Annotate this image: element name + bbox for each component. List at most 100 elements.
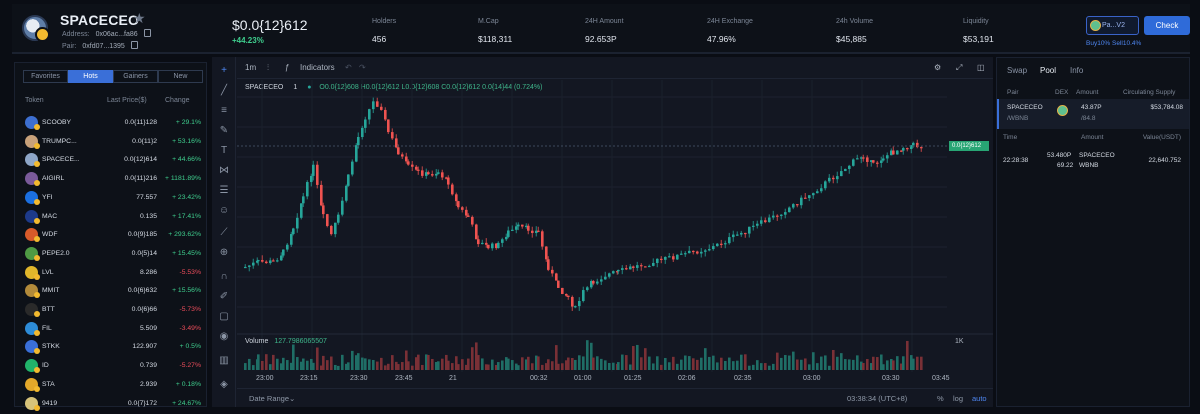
list-item[interactable]: AIGIRL 0.0{11}216 + 1181.89% [25, 170, 201, 188]
screenshot-icon[interactable]: ◫ [977, 63, 985, 72]
layers-icon[interactable]: ◈ [220, 379, 228, 390]
pool-supply: $53,784.08 [1150, 104, 1183, 111]
date-range-button[interactable]: Date Range [249, 394, 290, 403]
copy-pair-icon[interactable] [130, 41, 138, 49]
zoom-in-icon[interactable]: ⊕ [219, 247, 229, 258]
candle [565, 293, 568, 297]
volume-bar [310, 358, 313, 370]
volume-bar [760, 363, 763, 370]
candle [511, 225, 514, 232]
list-item[interactable]: YFI 77.557 + 23.42% [25, 189, 201, 207]
list-item[interactable]: PEPE2.0 0.0{5}14 + 15.45% [25, 245, 201, 263]
candle [756, 220, 759, 229]
tab-info[interactable]: Info [1070, 66, 1084, 75]
candle [744, 232, 747, 238]
list-item[interactable]: WDF 0.0{9}185 + 293.62% [25, 226, 201, 244]
list-item[interactable]: MAC 0.135 + 17.41% [25, 208, 201, 226]
pool-select-button[interactable]: Pa...V2 [1086, 16, 1139, 35]
list-item[interactable]: LVL 8.286 -5.53% [25, 264, 201, 282]
token-change: + 293.62% [168, 231, 201, 239]
candle [856, 154, 859, 160]
tab-pool[interactable]: Pool [1040, 66, 1057, 75]
brush-icon[interactable]: ✎ [219, 125, 229, 136]
token-price: 0.0{9}185 [127, 231, 157, 239]
pattern-icon[interactable]: ⋈ [219, 165, 229, 176]
channel-icon[interactable]: ≡ [221, 105, 227, 116]
interval-selector[interactable]: 1m [245, 63, 257, 72]
volume-bar [527, 356, 530, 370]
candle [808, 195, 811, 202]
percent-toggle[interactable]: % [937, 394, 944, 403]
volume-bar [326, 360, 329, 370]
log-toggle[interactable]: log [953, 394, 964, 403]
undo-icon[interactable]: ↶ [345, 63, 352, 72]
indicators-icon[interactable]: ƒ [285, 63, 290, 72]
volume-bar [485, 364, 488, 370]
supply-col-header: Circulating Supply [1123, 89, 1176, 96]
redo-icon[interactable]: ↷ [359, 63, 366, 72]
eye-icon[interactable]: ◉ [219, 331, 229, 342]
list-item[interactable]: TRUMPC... 0.0{11}2 + 53.16% [25, 133, 201, 151]
copy-address-icon[interactable] [143, 29, 151, 37]
volume-bar [535, 355, 538, 370]
candlestick-chart[interactable] [212, 57, 993, 407]
indicators-button[interactable]: Indicators [300, 63, 335, 72]
list-item[interactable]: SCOOBY 0.0{11}128 + 29.1% [25, 114, 201, 132]
list-item[interactable]: ID 0.739 -5.27% [25, 357, 201, 375]
list-item[interactable]: STKK 122.907 + 0.5% [25, 338, 201, 356]
candle [816, 189, 819, 194]
pencil-lock-icon[interactable]: ✐ [219, 291, 229, 302]
magnet-icon[interactable]: ∩ [220, 271, 228, 282]
volume-bar [820, 356, 823, 370]
chevron-down-icon[interactable]: ⌄ [289, 394, 296, 403]
settings-icon[interactable]: ⚙ [934, 63, 942, 72]
trash-icon[interactable]: ▥ [219, 355, 229, 366]
volume-bar [407, 361, 410, 370]
check-button[interactable]: Check [1144, 16, 1190, 35]
drawing-toolbar: + ╱ ≡ ✎ T ⋈ ☰ ☺ ⟋ ⊕ ∩ ✐ ▢ ◉ ▥ ◈ [212, 57, 236, 407]
volume-bar [397, 364, 400, 370]
list-item[interactable]: FIL 5.509 -3.49% [25, 320, 201, 338]
tab-hots[interactable]: Hots [68, 70, 113, 83]
ruler-icon[interactable]: ⟋ [220, 227, 228, 238]
crosshair-icon[interactable]: + [221, 65, 227, 76]
auto-toggle[interactable]: auto [972, 394, 987, 403]
candle [310, 173, 313, 187]
candle [800, 195, 803, 209]
volume-bar [248, 358, 251, 370]
token-name: SCOOBY [42, 119, 72, 126]
lock-icon[interactable]: ▢ [219, 311, 229, 322]
list-item[interactable]: 9419 0.0{7}172 + 24.67% [25, 395, 201, 413]
tab-new[interactable]: New [158, 70, 203, 83]
tab-gainers[interactable]: Gainers [113, 70, 158, 83]
change-col-header[interactable]: Change [165, 97, 190, 104]
volume-bar [320, 365, 323, 370]
tab-favorites[interactable]: Favorites [23, 70, 68, 83]
trend-line-icon[interactable]: ╱ [220, 85, 228, 96]
candle [272, 258, 275, 262]
volume-bar [244, 363, 247, 370]
favorite-star-icon[interactable]: ★ [133, 10, 146, 26]
candle [700, 247, 703, 258]
volume-bar [582, 356, 585, 370]
volume-bar [604, 360, 607, 370]
candle-type-icon[interactable]: ⫶ [267, 63, 269, 72]
volume-bar [282, 357, 285, 370]
tab-swap[interactable]: Swap [1007, 66, 1028, 75]
fullscreen-icon[interactable]: ⤢ [956, 63, 963, 72]
list-item[interactable]: MMIT 0.0{6}632 + 15.56% [25, 282, 201, 300]
emoji-icon[interactable]: ☺ [218, 205, 230, 216]
candle [896, 150, 899, 155]
list-item[interactable]: BTT 0.0{6}66 -5.73% [25, 301, 201, 319]
list-item[interactable]: STA 2.939 + 0.18% [25, 376, 201, 394]
text-tool-icon[interactable]: T [220, 145, 228, 156]
token-price: 0.135 [139, 212, 157, 220]
list-item[interactable]: SPACECE... 0.0{12}614 + 44.66% [25, 151, 201, 169]
price-col-header[interactable]: Last Price($) [107, 97, 147, 104]
candle [252, 258, 255, 269]
token-icon [25, 265, 40, 280]
volume-bar [612, 362, 615, 370]
volume-bar [475, 342, 478, 370]
pool-row[interactable]: SPACECEO /WBNB 43.87P /84.8 $53,784.08 [997, 99, 1189, 129]
fib-icon[interactable]: ☰ [219, 185, 229, 196]
